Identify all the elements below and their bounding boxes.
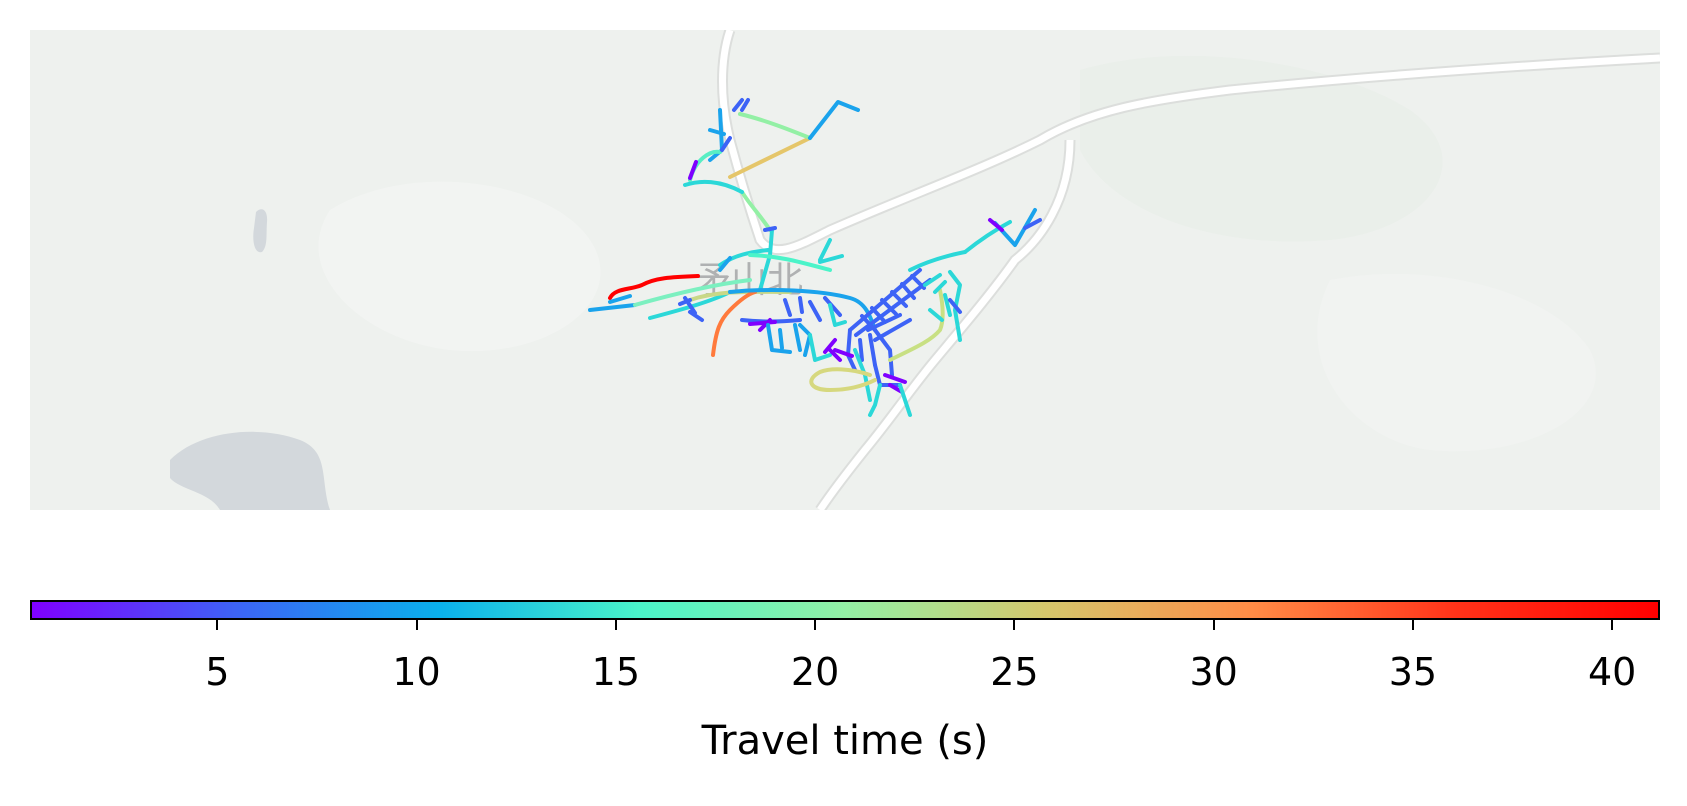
network-segment[interactable] [808,100,860,140]
colorbar-tick-label: 30 [1189,650,1238,694]
colorbar-ticks: 5 10 15 20 25 30 35 40 [30,620,1660,694]
colorbar-tick [415,620,418,630]
basemap-road [817,139,1074,510]
network-segment[interactable] [740,190,772,232]
road-network [588,98,1042,417]
colorbar-tick [1013,620,1016,630]
network-segment[interactable] [720,136,732,152]
network-segment[interactable] [766,323,792,354]
colorbar-tick [216,620,219,630]
colorbar-tick [814,620,817,630]
colorbar-tick [1611,620,1614,630]
network-segment[interactable] [818,238,844,264]
network-segment[interactable] [908,250,967,272]
basemap-land-patch [1317,273,1596,452]
basemap-water [170,431,330,510]
network-segment[interactable] [833,348,854,358]
network-segment[interactable] [783,296,804,317]
network-segment[interactable] [728,136,812,179]
colorbar-tick [1411,620,1414,630]
network-segment[interactable] [858,333,877,367]
network-segment[interactable] [923,273,947,294]
network-segment[interactable] [711,290,757,357]
network-segment[interactable] [748,253,832,272]
network-segment[interactable] [688,160,698,180]
colorbar [30,600,1660,620]
basemap-water [253,209,268,253]
network-segment[interactable] [778,323,802,352]
network-segment[interactable] [748,318,777,332]
network-segment[interactable] [738,112,812,140]
network-segment[interactable] [823,338,842,362]
colorbar-tick-label: 15 [591,650,641,694]
network-segment[interactable] [1023,218,1042,230]
basemap-land-patch [318,181,601,352]
colorbar-tick [1212,620,1215,630]
network-segment[interactable] [928,293,952,322]
map-panel[interactable]: 矛山北 [30,30,1660,510]
network-segment[interactable] [588,303,637,312]
network-segment[interactable] [763,226,777,232]
network-segment[interactable] [898,383,912,417]
network-segment[interactable] [873,328,894,377]
basemap-road [719,30,1660,253]
network-segment[interactable] [608,274,700,300]
network-segment[interactable] [732,98,750,112]
colorbar-tick-label: 40 [1587,650,1637,694]
colorbar-tick-label: 5 [205,650,230,694]
network-segment[interactable] [948,270,962,342]
network-segment[interactable] [809,367,877,392]
network-segment[interactable] [633,278,752,307]
basemap: 矛山北 [30,30,1660,510]
network-segment[interactable] [708,128,726,136]
colorbar-tick-label: 35 [1388,650,1438,694]
network-segment[interactable] [678,296,704,322]
network-segment[interactable] [888,288,945,362]
network-segment[interactable] [608,294,632,304]
network-segment[interactable] [860,274,926,332]
network-segment[interactable] [683,179,744,194]
colorbar-label: Travel time (s) [701,718,989,764]
network-segment[interactable] [808,296,842,322]
colorbar-tick-label: 25 [990,650,1039,694]
network-segment[interactable] [988,218,1004,232]
network-segment[interactable] [948,298,962,314]
network-segment[interactable] [854,278,932,337]
network-segment[interactable] [848,268,922,332]
network-segment[interactable] [828,303,847,327]
network-segment[interactable] [718,256,732,272]
colorbar-tick-label: 10 [392,650,441,694]
colorbar-tick [614,620,617,630]
colorbar-tick-label: 20 [790,650,840,694]
network-segment[interactable] [868,383,882,417]
network-segment[interactable] [963,220,1012,254]
network-segment[interactable] [808,333,832,362]
